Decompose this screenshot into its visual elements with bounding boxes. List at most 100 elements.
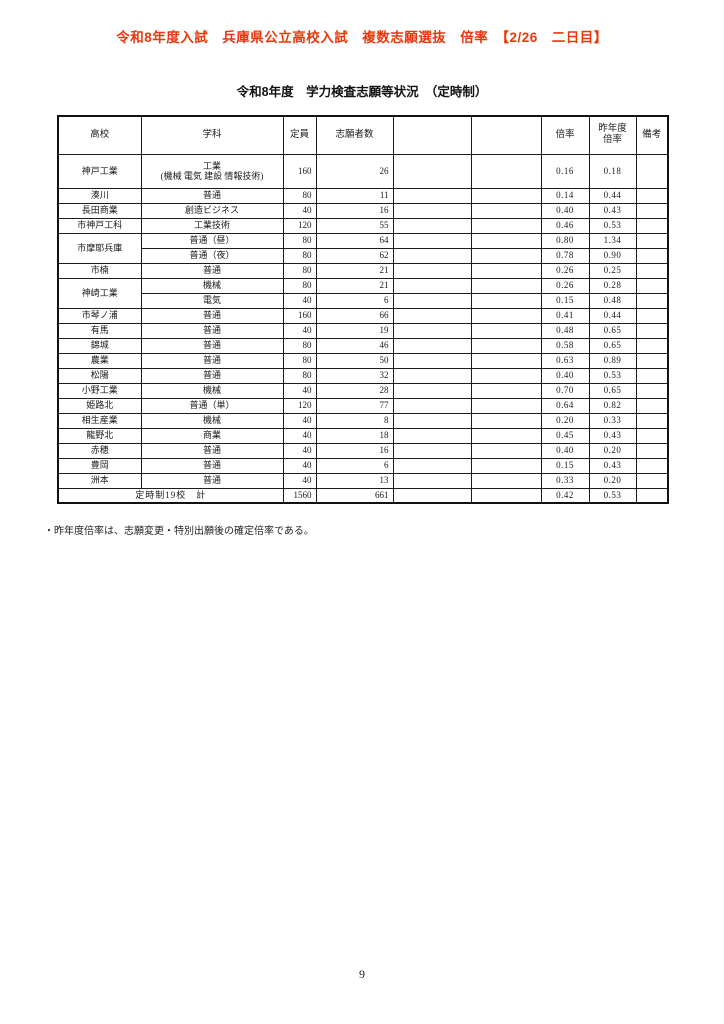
last-year-ratio-cell: 0.82 (588, 397, 637, 414)
remarks-cell (635, 367, 669, 384)
empty-cell (392, 307, 472, 324)
remarks-cell (635, 397, 669, 414)
footnote: ・昨年度倍率は、志願変更・特別出願後の確定倍率である。 (44, 526, 314, 537)
col-header-applicants: 志願者数 (315, 115, 394, 155)
school-cell: 有馬 (57, 322, 142, 339)
remarks-cell (635, 412, 669, 429)
empty-cell (470, 153, 542, 189)
empty-cell (470, 187, 542, 204)
empty-cell (470, 202, 542, 219)
applicants-cell: 11 (315, 187, 394, 204)
applicants-cell: 55 (315, 217, 394, 234)
empty-cell (392, 337, 472, 354)
remarks-cell (635, 382, 669, 399)
last-year-ratio-cell: 0.44 (588, 187, 637, 204)
table-row: 洲本 普通 40 13 0.33 0.20 (57, 472, 669, 489)
ratio-cell: 0.80 (540, 232, 590, 249)
total-applicants-cell: 661 (315, 487, 394, 504)
remarks-cell (635, 217, 669, 234)
ratio-cell: 0.45 (540, 427, 590, 444)
col-header-last-year-ratio: 昨年度 倍率 (588, 115, 637, 155)
capacity-cell: 40 (282, 472, 317, 489)
empty-cell (392, 367, 472, 384)
ratio-cell: 0.78 (540, 247, 590, 264)
table-row: 姫路北 普通（単） 120 77 0.64 0.82 (57, 397, 669, 414)
empty-cell (470, 457, 542, 474)
total-row: 定時制19校 計 1560 661 0.42 0.53 (57, 487, 669, 504)
capacity-cell: 40 (282, 382, 317, 399)
capacity-cell: 120 (282, 217, 317, 234)
school-cell: 長田商業 (57, 202, 142, 219)
last-year-ratio-cell: 0.53 (588, 367, 637, 384)
empty-cell (392, 442, 472, 459)
last-year-ratio-cell: 0.48 (588, 292, 637, 309)
department-cell: 普通 (140, 187, 284, 204)
department-cell: 普通 (140, 352, 284, 369)
empty-cell (392, 247, 472, 264)
last-year-ratio-cell: 0.43 (588, 427, 637, 444)
col-header-department: 学科 (140, 115, 284, 155)
capacity-cell: 80 (282, 187, 317, 204)
capacity-cell: 40 (282, 427, 317, 444)
applicants-cell: 64 (315, 232, 394, 249)
empty-cell (392, 292, 472, 309)
last-year-ratio-cell: 0.20 (588, 472, 637, 489)
applicants-cell: 50 (315, 352, 394, 369)
last-year-ratio-cell: 0.28 (588, 277, 637, 294)
empty-cell (470, 337, 542, 354)
empty-cell (392, 322, 472, 339)
department-cell: 創造ビジネス (140, 202, 284, 219)
table-row: 錦城 普通 80 46 0.58 0.65 (57, 337, 669, 354)
school-cell: 小野工業 (57, 382, 142, 399)
school-cell: 神崎工業 (57, 277, 142, 309)
empty-cell (470, 322, 542, 339)
table-row: 市摩耶兵庫 普通（昼） 80 64 0.80 1.34 (57, 232, 669, 264)
ratio-cell: 0.58 (540, 337, 590, 354)
empty-cell (392, 232, 472, 249)
remarks-cell (635, 352, 669, 369)
last-year-ratio-cell: 0.65 (588, 322, 637, 339)
applicants-cell: 19 (315, 322, 394, 339)
remarks-cell (635, 457, 669, 474)
capacity-cell: 40 (282, 457, 317, 474)
last-year-ratio-cell: 0.43 (588, 457, 637, 474)
remarks-cell (635, 153, 669, 189)
total-capacity-cell: 1560 (282, 487, 317, 504)
empty-cell (470, 487, 542, 504)
department-cell: 普通 (140, 337, 284, 354)
last-year-ratio-cell: 0.65 (588, 337, 637, 354)
applicants-cell: 8 (315, 412, 394, 429)
empty-cell (470, 307, 542, 324)
applicants-cell: 6 (315, 292, 394, 309)
empty-cell (392, 382, 472, 399)
ratio-cell: 0.40 (540, 367, 590, 384)
total-last-year-ratio-cell: 0.53 (588, 487, 637, 504)
table-row: 市琴ノ浦 普通 160 66 0.41 0.44 (57, 307, 669, 324)
department-cell: 普通（夜） (140, 247, 284, 264)
capacity-cell: 120 (282, 397, 317, 414)
capacity-cell: 80 (282, 352, 317, 369)
school-cell: 市琴ノ浦 (57, 307, 142, 324)
empty-cell (470, 382, 542, 399)
last-year-ratio-cell: 0.20 (588, 442, 637, 459)
applicants-cell: 6 (315, 457, 394, 474)
header-row: 高校 学科 定員 志願者数 倍率 昨年度 倍率 備考 (57, 115, 669, 155)
empty-cell (392, 217, 472, 234)
remarks-cell (635, 487, 669, 504)
empty-cell (470, 352, 542, 369)
ratio-cell: 0.33 (540, 472, 590, 489)
col-header-empty-2 (470, 115, 542, 155)
school-cell: 農業 (57, 352, 142, 369)
empty-cell (470, 367, 542, 384)
table-row: 小野工業 機械 40 28 0.70 0.65 (57, 382, 669, 399)
school-cell: 市摩耶兵庫 (57, 232, 142, 264)
department-cell: 普通（昼） (140, 232, 284, 249)
ratio-cell: 0.48 (540, 322, 590, 339)
remarks-cell (635, 472, 669, 489)
ratio-cell: 0.64 (540, 397, 590, 414)
empty-cell (470, 217, 542, 234)
applicants-cell: 62 (315, 247, 394, 264)
school-cell: 龍野北 (57, 427, 142, 444)
empty-cell (470, 262, 542, 279)
department-cell: 普通（単） (140, 397, 284, 414)
